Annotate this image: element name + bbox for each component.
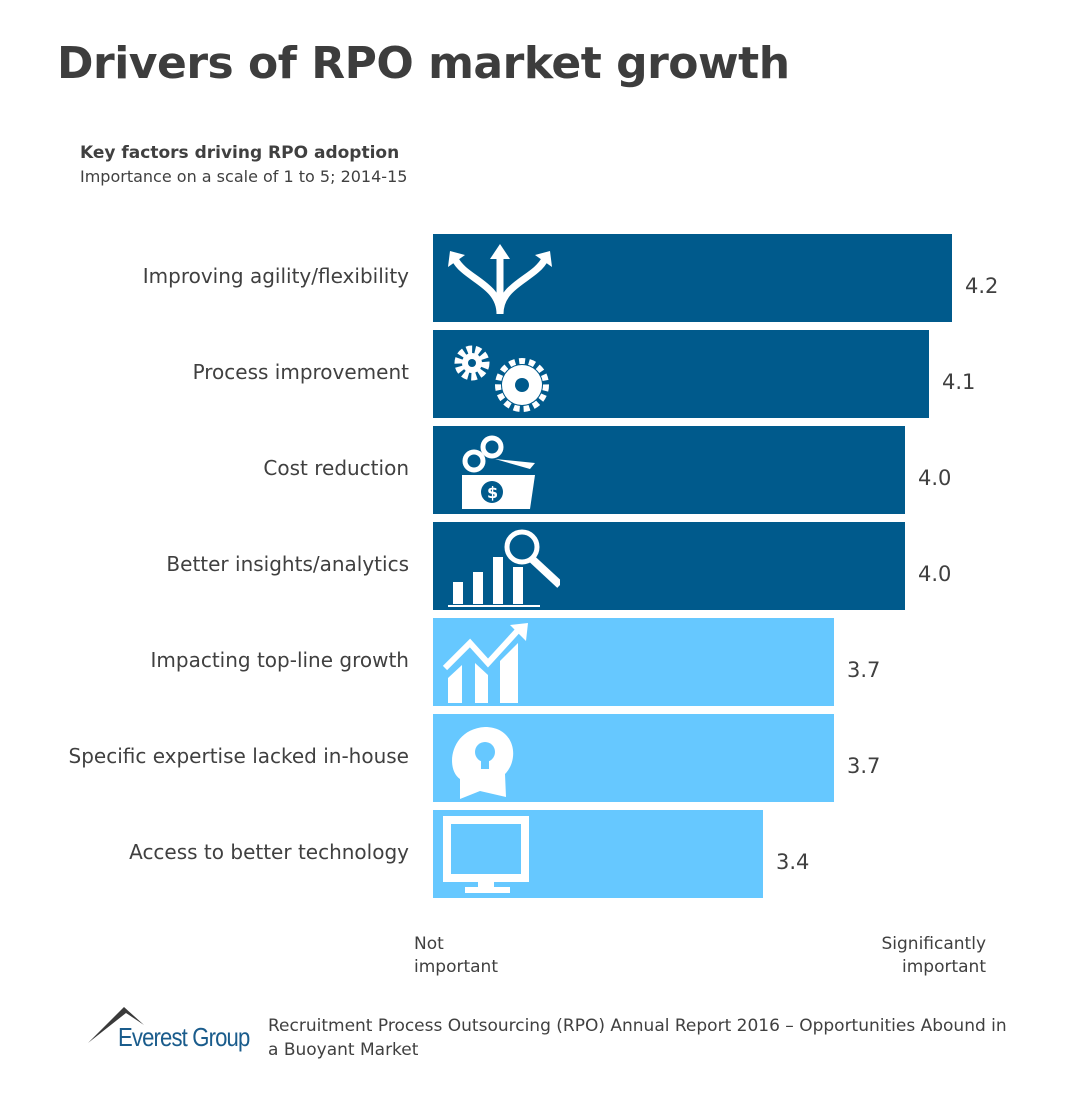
category-label: Improving agility/flexibility [142,264,409,288]
category-label: Process improvement [192,360,409,384]
growth-chart-icon [442,623,528,703]
value-label: 3.7 [847,754,881,778]
axis-left-label: Not important [414,934,498,977]
source-note: Recruitment Process Outsourcing (RPO) An… [268,1016,1007,1060]
chart-subtitle: Importance on a scale of 1 to 5; 2014-15 [80,167,408,186]
category-label: Specific expertise lacked in-house [68,744,410,768]
logo-text: Everest Group [118,1022,250,1052]
split-arrows-icon [448,244,552,315]
value-label: 4.0 [918,562,952,586]
axis-right-label: Significantly important [881,934,987,977]
svg-text:$: $ [487,483,498,502]
category-label: Access to better technology [129,840,409,864]
category-label: Impacting top-line growth [150,648,410,672]
value-label: 3.4 [776,850,810,874]
value-label: 3.7 [847,658,881,682]
monitor-icon [443,816,529,893]
head-lightbulb-icon [452,727,514,799]
chart-title: Key factors driving RPO adoption [80,143,400,163]
page-title: Drivers of RPO market growth [57,38,790,89]
category-label: Cost reduction [263,456,409,480]
scissors-money-icon: $ [462,435,535,509]
category-label: Better insights/analytics [166,552,409,576]
value-label: 4.2 [965,274,999,298]
gears-icon [454,345,549,412]
bar-chart-magnifier-icon [448,529,560,607]
bar [433,618,834,706]
value-label: 4.0 [918,466,952,490]
value-label: 4.1 [942,370,976,394]
